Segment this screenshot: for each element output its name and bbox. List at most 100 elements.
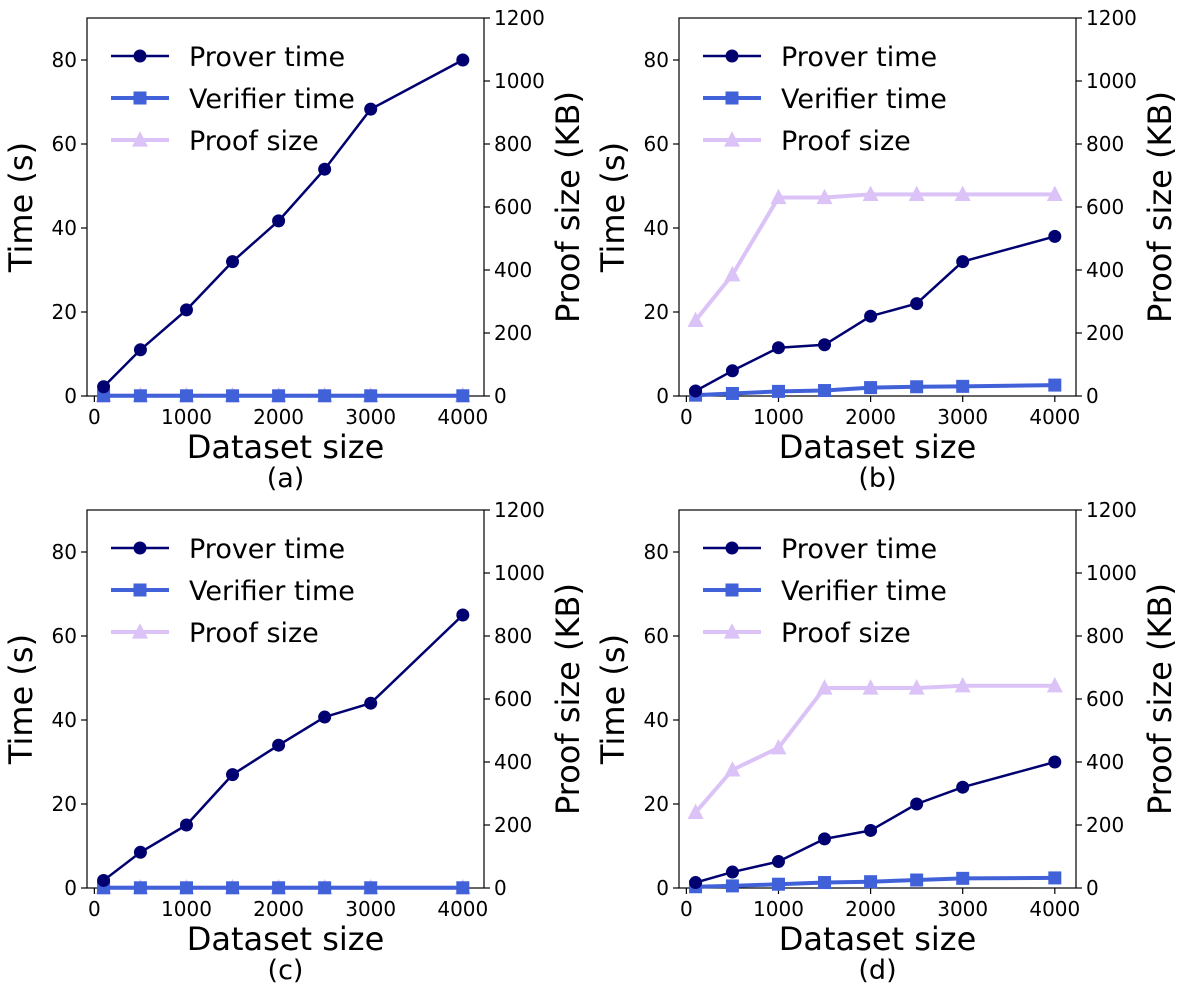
legend-label: Proof size [781,126,911,157]
x-tick-label: 0 [680,897,693,921]
data-point [364,881,378,895]
data-point [689,384,703,398]
data-point [864,381,878,395]
data-point [725,879,739,893]
x-tick-label: 3000 [345,405,396,429]
series-verifier-time [689,871,1062,894]
y-right-tick-label: 1000 [1086,561,1137,585]
data-point [456,608,470,622]
legend-item: Proof size [703,126,911,157]
y-tick-label: 80 [52,540,77,564]
y-right-tick-label: 0 [494,876,507,900]
data-point [179,389,193,403]
series-verifier-time [97,881,470,895]
data-point [908,679,925,695]
legend-marker [724,623,740,639]
panel-label: (b) [858,463,896,494]
legend-marker [725,583,739,597]
y-tick-label: 40 [52,216,77,240]
legend-item: Verifier time [111,84,355,115]
data-point [456,881,470,895]
series-line [695,875,1055,889]
x-axis-label: Dataset size [187,428,385,466]
x-tick-label: 2000 [845,405,896,429]
y-right-tick-label: 600 [1086,687,1124,711]
data-point [179,303,193,317]
y-tick-label: 80 [52,48,77,72]
series-prover-time [97,608,470,887]
data-point [179,881,193,895]
data-point [226,255,240,269]
y-tick-label: 60 [644,624,669,648]
data-point [318,389,332,403]
series-prover-time [689,229,1062,398]
y-right-axis-label: Proof size (KB) [549,91,587,323]
y-right-tick-label: 400 [494,258,532,282]
data-point [771,877,785,891]
series-prover-time [97,53,470,394]
data-point [954,185,971,201]
data-point [725,364,739,378]
data-point [364,389,378,403]
data-point [771,384,785,398]
y-right-tick-label: 400 [494,750,532,774]
plot-frame [678,17,1077,397]
y-right-tick-label: 200 [1086,813,1124,837]
legend-marker [725,49,739,63]
data-point [724,761,741,777]
legend-item: Prover time [703,42,937,73]
data-point [133,845,147,859]
data-point [864,309,878,323]
x-tick-label: 4000 [437,405,488,429]
legend-item: Verifier time [111,576,355,607]
y-right-axis-label: Proof size (KB) [1141,583,1179,815]
x-tick-label: 0 [88,405,101,429]
y-tick-label: 60 [52,624,77,648]
data-point [226,389,240,403]
y-tick-label: 0 [64,876,77,900]
legend-item: Verifier time [703,84,947,115]
data-point [908,185,925,201]
data-point [862,185,879,201]
data-point [956,780,970,794]
y-right-axis-label: Proof size (KB) [549,583,587,815]
data-point [771,341,785,355]
y-right-tick-label: 400 [1086,258,1124,282]
y-right-tick-label: 600 [1086,195,1124,219]
panel-label: (c) [268,955,304,986]
data-point [864,823,878,837]
y-right-tick-label: 1200 [494,6,545,30]
data-point [272,738,286,752]
data-point [456,53,470,67]
x-tick-label: 1000 [753,405,804,429]
legend-item: Prover time [111,534,345,565]
legend-label: Verifier time [781,84,947,115]
y-tick-label: 40 [644,708,669,732]
data-point [133,881,147,895]
legend-item: Proof size [703,618,911,649]
x-tick-label: 3000 [937,897,988,921]
x-tick-label: 2000 [845,897,896,921]
legend-marker [133,49,147,63]
data-point [97,380,111,394]
y-tick-label: 40 [52,708,77,732]
data-point [724,265,741,282]
chart-panel-3: 0 1000 2000 3000 400002040608002004006008001… [2,498,587,986]
y-tick-label: 20 [644,300,669,324]
y-right-tick-label: 200 [494,813,532,837]
data-point [687,803,704,819]
y-right-tick-label: 1000 [1086,69,1137,93]
chart-panel-1: 0 1000 2000 3000 400002040608002004006008001… [2,6,587,494]
x-tick-label: 4000 [1029,405,1080,429]
data-point [1046,185,1063,201]
data-point [1048,229,1062,243]
x-axis-label: Dataset size [779,920,977,958]
y-axis-label: Time (s) [594,142,632,273]
y-right-tick-label: 800 [494,624,532,648]
data-point [364,696,378,710]
series-prover-time [689,755,1062,890]
panel-label: (a) [267,463,305,494]
y-right-tick-label: 0 [494,384,507,408]
